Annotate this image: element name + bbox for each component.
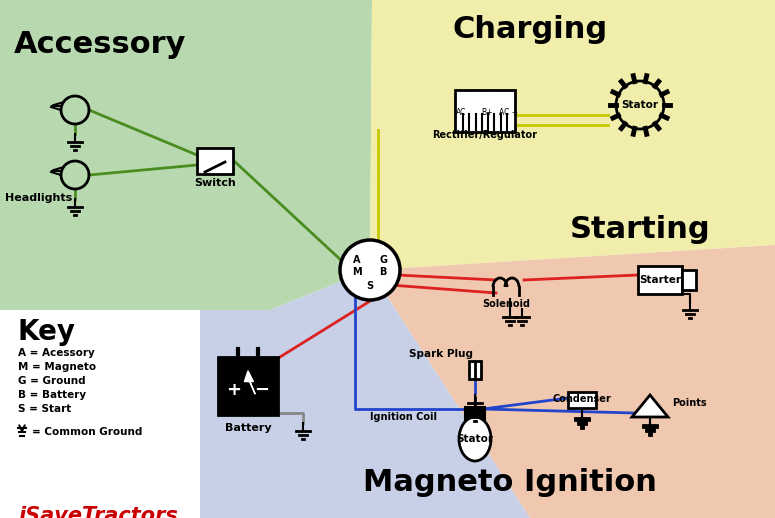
Text: S = Start: S = Start: [18, 404, 71, 414]
Text: Stator: Stator: [456, 434, 494, 444]
FancyBboxPatch shape: [638, 266, 682, 294]
Text: Switch: Switch: [194, 178, 236, 188]
Text: Starter: Starter: [639, 275, 681, 285]
Polygon shape: [632, 395, 668, 417]
Text: Charging: Charging: [453, 15, 608, 44]
FancyBboxPatch shape: [682, 270, 696, 290]
Text: −: −: [254, 381, 270, 399]
Text: Stator: Stator: [622, 100, 659, 110]
Text: B = Battery: B = Battery: [18, 390, 86, 400]
Text: G = Ground: G = Ground: [18, 376, 85, 386]
Text: Solenoid: Solenoid: [482, 299, 530, 309]
Text: Condenser: Condenser: [553, 394, 611, 404]
Text: S: S: [367, 281, 374, 291]
Text: AC: AC: [456, 108, 467, 117]
Polygon shape: [0, 0, 372, 310]
Text: Key: Key: [18, 318, 76, 346]
Text: M = Magneto: M = Magneto: [18, 362, 96, 372]
Text: B: B: [379, 267, 387, 277]
Text: Spark Plug: Spark Plug: [409, 349, 473, 359]
Text: A = Acessory: A = Acessory: [18, 348, 95, 358]
Text: AC +: AC +: [499, 108, 518, 117]
FancyBboxPatch shape: [469, 361, 481, 379]
Text: G: G: [379, 255, 387, 265]
Text: Points: Points: [672, 398, 707, 408]
Polygon shape: [0, 270, 530, 518]
FancyBboxPatch shape: [218, 357, 278, 415]
Polygon shape: [370, 245, 775, 518]
Text: iSaveTractors: iSaveTractors: [18, 506, 177, 518]
Text: M: M: [352, 267, 362, 277]
Text: B+: B+: [481, 108, 493, 117]
Text: A: A: [353, 255, 360, 265]
Ellipse shape: [459, 417, 491, 461]
Text: Headlights: Headlights: [5, 193, 72, 203]
Text: Magneto Ignition: Magneto Ignition: [363, 468, 657, 497]
Text: Rectifier/Regulator: Rectifier/Regulator: [432, 130, 538, 140]
Text: Accessory: Accessory: [14, 30, 186, 59]
Circle shape: [340, 240, 400, 300]
Polygon shape: [244, 371, 255, 394]
Polygon shape: [0, 310, 200, 518]
FancyBboxPatch shape: [197, 148, 233, 174]
Text: +: +: [226, 381, 242, 399]
Text: Ignition Coil: Ignition Coil: [370, 412, 437, 422]
Text: Battery: Battery: [225, 423, 271, 433]
Text: Starting: Starting: [570, 215, 711, 244]
Text: = Common Ground: = Common Ground: [32, 427, 143, 437]
FancyBboxPatch shape: [465, 407, 485, 421]
FancyBboxPatch shape: [455, 90, 515, 132]
Polygon shape: [370, 0, 775, 270]
FancyBboxPatch shape: [568, 392, 596, 408]
